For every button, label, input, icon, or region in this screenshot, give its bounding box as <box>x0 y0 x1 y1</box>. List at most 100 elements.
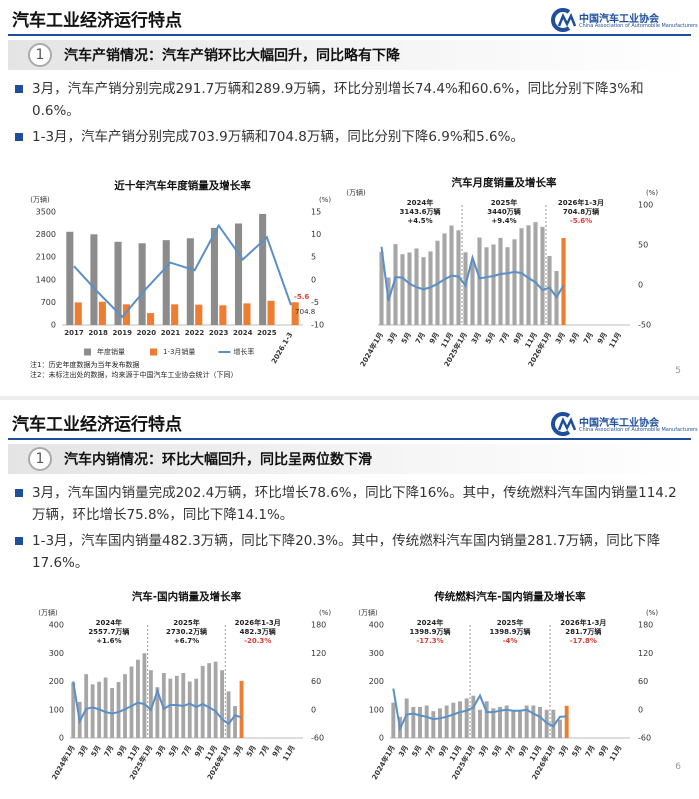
x-tick-label: 2018 <box>88 329 108 337</box>
x-tick-label: 2024年1月 <box>50 744 77 782</box>
x-tick-label: 7月 <box>258 744 271 758</box>
bar <box>505 247 510 325</box>
x-tick-label: 5月 <box>167 744 180 758</box>
y2-tick-label: 10 <box>311 230 321 239</box>
bar-label: 704.8 <box>295 308 315 316</box>
bar <box>547 256 552 325</box>
x-tick-label: 3月 <box>557 744 570 758</box>
bar <box>162 240 170 325</box>
bar <box>74 302 82 325</box>
x-tick-label: 7月 <box>584 744 597 758</box>
bar <box>533 222 538 325</box>
annotation: -20.3% <box>244 637 271 645</box>
y-tick-label: 100 <box>49 705 64 714</box>
x-tick-label: 2024 <box>233 329 253 337</box>
title-rule <box>8 34 691 36</box>
annotation: 3440万辆 <box>487 207 520 216</box>
y2-tick-label: -10 <box>311 321 324 330</box>
annotation: -4% <box>503 637 518 645</box>
bar <box>171 304 179 325</box>
bar <box>444 705 449 738</box>
bar <box>259 213 267 325</box>
bar <box>418 706 422 738</box>
x-tick-label: 5月 <box>400 331 413 345</box>
logo-en: China Association of Automobile Manufact… <box>579 427 698 433</box>
x-tick-label: 2024年1月 <box>370 744 397 782</box>
y2-tick-label: 180 <box>638 621 653 630</box>
x-tick-label: 2019 <box>113 329 133 337</box>
bar <box>464 698 469 738</box>
bar <box>404 698 409 738</box>
y-unit: (万辆) <box>30 195 50 204</box>
x-tick-label: 7月 <box>504 744 517 758</box>
bar <box>98 301 106 325</box>
bar <box>471 695 476 738</box>
x-tick-label: 3月 <box>386 331 399 345</box>
bar <box>411 706 416 738</box>
annotation: -5.6% <box>570 217 592 225</box>
x-tick-label: 5月 <box>484 331 497 345</box>
y2-tick-label: 180 <box>311 621 326 630</box>
bar <box>174 675 179 738</box>
y2-tick-label: 60 <box>311 677 321 686</box>
bar <box>484 247 489 325</box>
bar <box>391 702 396 738</box>
x-tick-label: 11月 <box>608 744 623 763</box>
y-tick-label: 1400 <box>36 275 56 284</box>
heading: 汽车产销情况：汽车产销环比大幅回升，同比略有下降 <box>64 48 400 64</box>
annotation: 2730.2万辆 <box>166 627 207 636</box>
y2-unit: (%) <box>319 609 331 617</box>
y-unit: (万辆) <box>358 608 378 617</box>
logo: 中国汽车工业协会 China Association of Automobile… <box>547 412 698 438</box>
line <box>380 246 565 302</box>
bar <box>155 687 160 738</box>
bullet: 1-3月，汽车产销分别完成703.9万辆和704.8万辆，同比分别下降6.9%和… <box>12 126 687 148</box>
x-tick-label: 5月 <box>90 744 103 758</box>
title-rule <box>8 438 691 440</box>
bar <box>226 691 231 738</box>
bar <box>161 673 166 738</box>
x-tick-label: 9月 <box>596 331 609 345</box>
annotation: 281.7万辆 <box>565 627 601 636</box>
bar <box>491 708 496 738</box>
y2-tick-label: -5 <box>311 298 319 307</box>
y-tick-label: 200 <box>369 677 384 686</box>
x-tick-label: 2024年1月 <box>358 331 385 369</box>
bar <box>138 243 146 325</box>
bar <box>531 705 536 738</box>
chart-title: 传统燃料汽车-国内销量及增长率 <box>433 590 586 603</box>
bar <box>424 705 429 738</box>
bar <box>519 228 524 325</box>
bar <box>438 708 442 738</box>
y-tick-label: 700 <box>41 298 56 307</box>
bar <box>103 677 108 738</box>
y-unit: (万辆) <box>38 608 58 617</box>
bar <box>291 302 299 325</box>
x-tick-label: 9月 <box>437 744 450 758</box>
bar <box>168 678 173 738</box>
bar <box>116 682 121 738</box>
x-tick-label: 11月 <box>608 331 623 350</box>
y2-tick-label: 100 <box>638 201 653 210</box>
bullet: 1-3月，汽车国内销量482.3万辆，同比下降20.3%。其中，传统燃料汽车国内… <box>12 530 687 574</box>
annotation: 2026年1-3月 <box>235 618 281 627</box>
x-tick-label: 3月 <box>554 331 567 345</box>
chart-title: 近十年汽车年度销量及增长率 <box>114 179 251 192</box>
x-tick-label: 9月 <box>428 331 441 345</box>
x-tick-label: 3月 <box>77 744 90 758</box>
bar <box>220 670 225 738</box>
bar <box>512 239 517 325</box>
x-tick-label: 3月 <box>154 744 167 758</box>
x-tick-label: 11月 <box>281 744 296 763</box>
y2-unit: (%) <box>319 196 331 204</box>
bar <box>484 701 489 738</box>
annotation: 482.3万辆 <box>240 627 276 636</box>
bar <box>243 303 251 325</box>
section-number: 1 <box>28 43 52 67</box>
annotation: 2025年 <box>173 618 199 627</box>
annotation: +1.6% <box>96 637 121 645</box>
annotation: +4.5% <box>407 217 432 225</box>
y2-tick-label: 0 <box>638 281 643 290</box>
annotation: 2024年 <box>417 618 443 627</box>
logo-name: 中国汽车工业协会 <box>579 14 659 25</box>
